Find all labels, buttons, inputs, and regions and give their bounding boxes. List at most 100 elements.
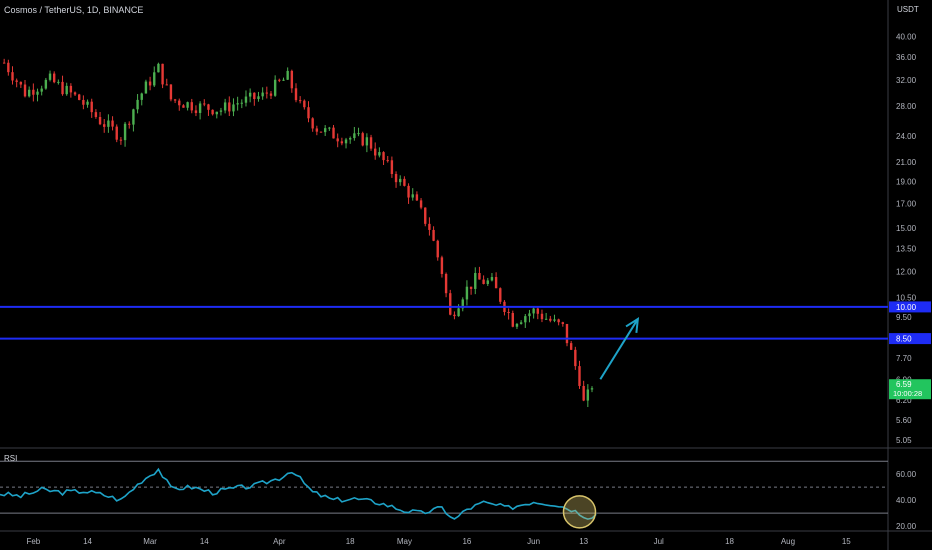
candle-body: [111, 120, 114, 127]
level-badge-upper: 10.00: [896, 303, 917, 312]
candle-body: [340, 141, 344, 144]
candle-body: [411, 194, 414, 198]
last-price-badge: 6.59: [896, 380, 912, 389]
candle-body: [103, 124, 106, 127]
price-axis-label: 12.00: [896, 267, 917, 276]
price-axis-label: 9.50: [896, 313, 912, 322]
candle-body: [499, 288, 502, 302]
candle-body: [428, 223, 431, 230]
price-axis-label: 17.00: [896, 199, 917, 208]
candle-body: [511, 313, 514, 327]
price-axis-label: 15.00: [896, 224, 917, 233]
candle-body: [27, 89, 31, 97]
candle-body: [315, 128, 319, 132]
candle-body: [328, 127, 331, 129]
candle-body: [269, 93, 273, 96]
price-axis-label: 24.00: [896, 132, 917, 141]
candle-body: [153, 72, 156, 86]
price-axis-label: 5.60: [896, 416, 912, 425]
candle-body: [561, 322, 565, 324]
candle-body: [336, 138, 339, 142]
symbol-title[interactable]: Cosmos / TetherUS, 1D, BINANCE: [4, 5, 144, 15]
candle-body: [61, 81, 64, 95]
candle-body: [474, 273, 477, 289]
candle-body: [203, 103, 206, 105]
candle-body: [357, 133, 360, 135]
candle-body: [119, 139, 123, 141]
candle-body: [303, 100, 306, 108]
candle-body: [48, 73, 52, 80]
candle-body: [294, 88, 298, 101]
candle-body: [319, 131, 323, 133]
candle-body: [311, 118, 314, 129]
candle-body: [544, 318, 548, 320]
candle-body: [228, 102, 231, 112]
candle-body: [407, 185, 410, 198]
candle-body: [286, 70, 289, 80]
candle-body: [186, 102, 189, 108]
candle-body: [248, 92, 252, 97]
time-axis-label: Mar: [143, 537, 157, 546]
price-axis-label: 36.00: [896, 53, 917, 62]
candle-body: [182, 105, 185, 108]
candle-body: [157, 63, 160, 73]
candle-body: [98, 116, 102, 125]
time-axis-label: Apr: [273, 537, 286, 546]
candle-body: [52, 73, 56, 83]
candle-body: [461, 299, 464, 309]
candle-body: [132, 109, 135, 125]
candle-body: [549, 318, 552, 321]
candle-body: [173, 99, 177, 101]
rsi-axis-label: 20.00: [896, 522, 917, 531]
candle-body: [236, 103, 239, 105]
candle-body: [557, 319, 560, 323]
rsi-axis-label: 40.00: [896, 496, 917, 505]
candle-body: [232, 104, 235, 112]
time-axis-label: May: [397, 537, 412, 546]
candle-body: [469, 286, 473, 289]
candle-body: [207, 104, 210, 110]
candle-body: [553, 319, 556, 321]
candle-body: [536, 308, 540, 314]
candle-body: [169, 84, 173, 100]
candle-body: [90, 101, 93, 113]
candle-body: [36, 91, 39, 95]
candle-body: [261, 92, 264, 97]
candle-body: [365, 137, 369, 146]
candle-body: [519, 322, 523, 324]
candle-body: [403, 178, 406, 186]
candle-body: [374, 148, 377, 156]
time-axis-label: 15: [842, 537, 851, 546]
rsi-label[interactable]: RSI: [4, 454, 18, 463]
candle-body: [432, 229, 435, 241]
candle-body: [486, 280, 489, 284]
time-axis-label: Jun: [527, 537, 540, 546]
candle-body: [136, 99, 139, 110]
candle-body: [323, 128, 327, 133]
time-axis-label: Feb: [26, 537, 40, 546]
level-badge-lower-bg: [889, 333, 931, 345]
candle-body: [382, 152, 385, 161]
time-axis-label: 18: [346, 537, 355, 546]
candle-body: [540, 313, 544, 320]
candle-body: [178, 100, 181, 106]
candle-body: [73, 92, 77, 95]
candle-body: [273, 79, 277, 96]
candle-body: [278, 79, 281, 81]
candle-body: [44, 79, 48, 89]
arrow-annotation-head: [625, 317, 640, 333]
price-axis-label: 19.00: [896, 178, 917, 187]
candle-body: [144, 81, 148, 94]
time-axis-label: 14: [83, 537, 92, 546]
candle-body: [494, 277, 498, 289]
candle-body: [515, 323, 519, 327]
candle-body: [415, 194, 419, 201]
price-axis-label: 13.50: [896, 244, 917, 253]
candle-body: [449, 293, 452, 315]
candle-body: [482, 279, 485, 284]
price-axis-label: 6.20: [896, 396, 912, 405]
candle-body: [32, 89, 35, 95]
